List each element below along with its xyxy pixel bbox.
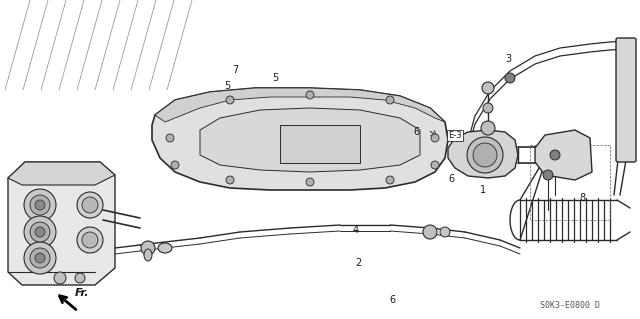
Circle shape: [386, 96, 394, 104]
Text: 5: 5: [272, 73, 278, 83]
Circle shape: [306, 178, 314, 186]
Circle shape: [35, 200, 45, 210]
Circle shape: [77, 227, 103, 253]
Text: 2: 2: [355, 258, 362, 268]
Circle shape: [166, 134, 174, 142]
Circle shape: [30, 248, 50, 268]
Text: E-3: E-3: [448, 131, 461, 140]
Circle shape: [226, 96, 234, 104]
Circle shape: [171, 161, 179, 169]
Circle shape: [75, 273, 85, 283]
Text: 7: 7: [232, 64, 239, 75]
Circle shape: [35, 227, 45, 237]
Polygon shape: [8, 162, 115, 285]
Polygon shape: [200, 108, 420, 172]
Text: 6: 6: [448, 174, 454, 184]
Text: 3: 3: [506, 54, 512, 64]
Circle shape: [30, 195, 50, 215]
Circle shape: [306, 91, 314, 99]
Bar: [530, 145, 610, 220]
Text: S0K3-E0800 D: S0K3-E0800 D: [540, 301, 600, 310]
Polygon shape: [155, 88, 445, 122]
Circle shape: [54, 272, 66, 284]
Circle shape: [467, 137, 503, 173]
Text: 1: 1: [480, 185, 486, 195]
FancyBboxPatch shape: [616, 38, 636, 162]
Circle shape: [386, 176, 394, 184]
Circle shape: [24, 189, 56, 221]
Polygon shape: [8, 162, 115, 185]
Circle shape: [440, 227, 450, 237]
Circle shape: [483, 103, 493, 113]
Circle shape: [30, 222, 50, 242]
Circle shape: [82, 197, 98, 213]
Circle shape: [473, 143, 497, 167]
Ellipse shape: [144, 249, 152, 261]
Circle shape: [431, 134, 439, 142]
Text: 6: 6: [413, 127, 419, 137]
Text: 5: 5: [224, 81, 230, 91]
Circle shape: [505, 73, 515, 83]
Text: 6: 6: [389, 295, 396, 305]
Text: 4: 4: [352, 225, 358, 235]
Text: 8: 8: [579, 193, 586, 203]
Bar: [280, 125, 360, 163]
Circle shape: [550, 150, 560, 160]
Text: Fr.: Fr.: [75, 288, 89, 298]
Circle shape: [24, 242, 56, 274]
Circle shape: [423, 225, 437, 239]
Ellipse shape: [158, 243, 172, 253]
Circle shape: [226, 176, 234, 184]
Circle shape: [141, 241, 155, 255]
Polygon shape: [448, 130, 518, 178]
Circle shape: [77, 192, 103, 218]
Circle shape: [431, 161, 439, 169]
Circle shape: [482, 82, 494, 94]
Polygon shape: [152, 88, 448, 190]
Circle shape: [82, 232, 98, 248]
Polygon shape: [535, 130, 592, 180]
Circle shape: [481, 121, 495, 135]
Circle shape: [543, 170, 553, 180]
Circle shape: [35, 253, 45, 263]
Circle shape: [24, 216, 56, 248]
